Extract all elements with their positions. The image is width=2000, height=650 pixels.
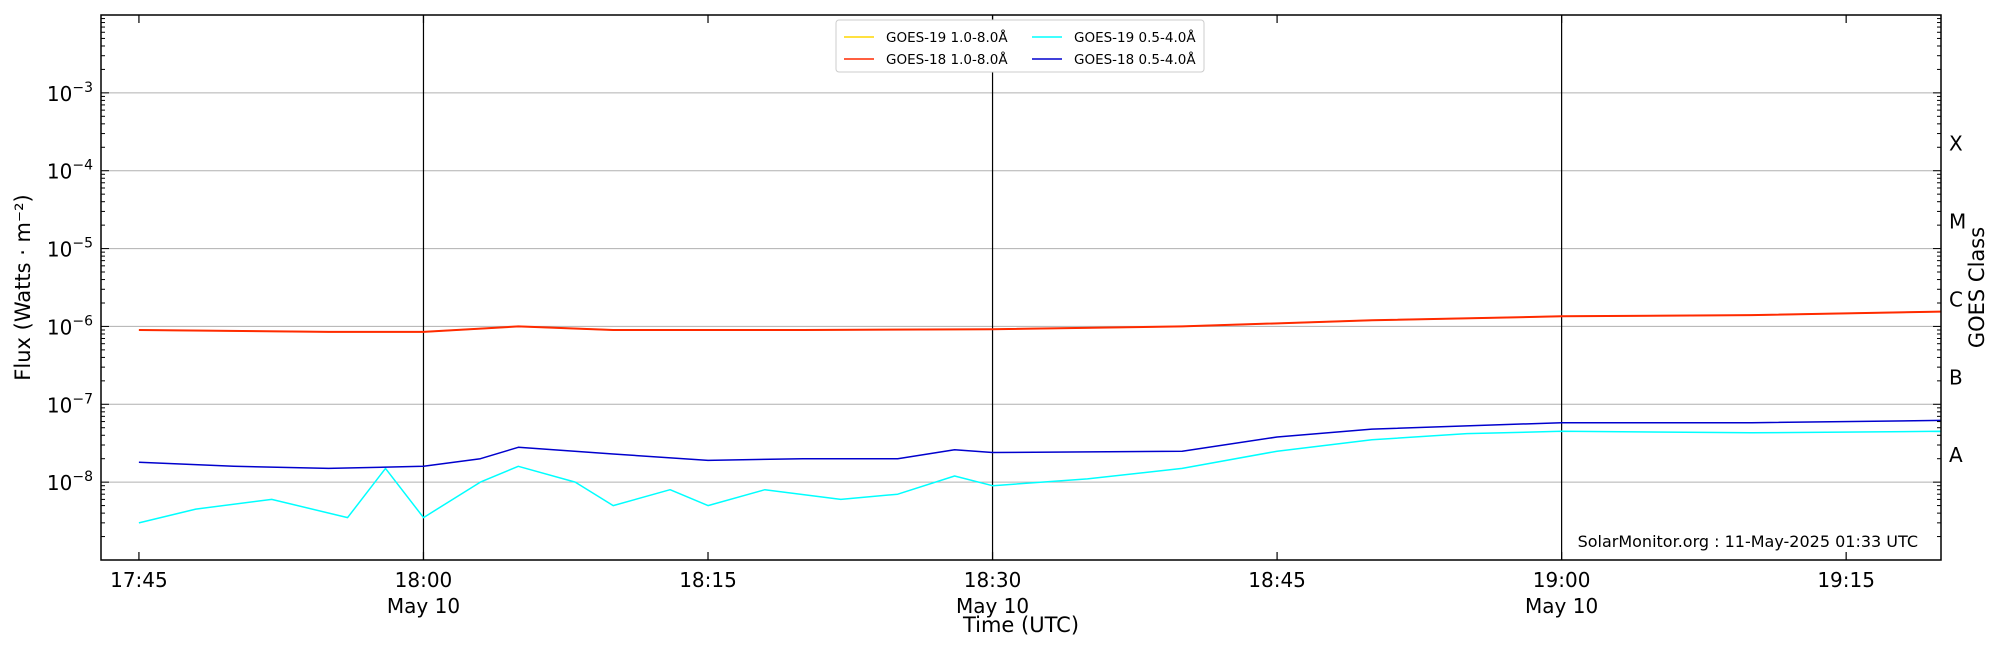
watermark-text: SolarMonitor.org : 11-May-2025 01:33 UTC <box>1578 532 1918 551</box>
y-tick-label: 10−3 <box>47 80 93 106</box>
legend-label: GOES-19 0.5-4.0Å <box>1074 29 1196 46</box>
vertical-lines-layer <box>422 15 1563 560</box>
series-line-1 <box>138 310 1941 333</box>
y-tick-label: 10−6 <box>47 313 93 339</box>
legend-box <box>835 19 1205 73</box>
goes-class-label: C <box>1949 287 1963 311</box>
goes-class-label: X <box>1949 132 1963 156</box>
series-line-3 <box>138 419 1941 470</box>
x-tick-label: 18:15 <box>679 568 737 592</box>
goes-class-labels: A B C M X <box>1949 132 1966 467</box>
x-tick-label: 19:00 <box>1533 568 1591 592</box>
legend-entry-goes19-long: GOES-19 1.0-8.0Å <box>844 29 1008 46</box>
x-tick-date-label: May 10 <box>387 594 460 618</box>
y-axis-label: Flux (Watts · m⁻²) <box>11 194 35 380</box>
x-tick-label: 19:15 <box>1817 568 1875 592</box>
legend-entry-goes18-long: GOES-18 1.0-8.0Å <box>844 51 1008 68</box>
series-layer <box>138 310 1941 524</box>
series-line-2 <box>138 430 1941 524</box>
goes-class-label: A <box>1949 443 1963 467</box>
goes-class-axis-label: GOES Class <box>1965 227 1989 348</box>
legend-label: GOES-18 1.0-8.0Å <box>886 51 1008 68</box>
x-tick-label: 18:00 <box>395 568 453 592</box>
legend-label: GOES-18 0.5-4.0Å <box>1074 51 1196 68</box>
y-tick-label: 10−4 <box>47 158 93 184</box>
x-tick-date-label: May 10 <box>1525 594 1598 618</box>
x-tick-label: 18:30 <box>964 568 1022 592</box>
legend-entry-goes18-short: GOES-18 0.5-4.0Å <box>1032 51 1196 68</box>
grid-layer <box>101 92 1941 483</box>
goes-class-label: B <box>1949 365 1963 389</box>
plot-frame <box>100 14 1942 561</box>
legend-entry-goes19-short: GOES-19 0.5-4.0Å <box>1032 29 1196 46</box>
x-tick-date-label: May 10 <box>956 594 1029 618</box>
tick-layer <box>101 14 1941 561</box>
x-tick-label: 18:45 <box>1248 568 1306 592</box>
y-tick-label: 10−7 <box>47 391 93 417</box>
x-tick-label: 17:45 <box>110 568 168 592</box>
y-tick-labels: 10−8 10−7 10−6 10−5 10−4 10−3 <box>47 80 93 495</box>
goes-class-label: M <box>1949 210 1966 234</box>
y-tick-label: 10−5 <box>47 236 93 262</box>
x-axis-label: Time (UTC) <box>962 613 1079 637</box>
y-tick-label: 10−8 <box>47 469 93 495</box>
legend-label: GOES-19 1.0-8.0Å <box>886 29 1008 46</box>
legend: GOES-19 1.0-8.0Å GOES-18 1.0-8.0Å GOES-1… <box>835 19 1205 73</box>
